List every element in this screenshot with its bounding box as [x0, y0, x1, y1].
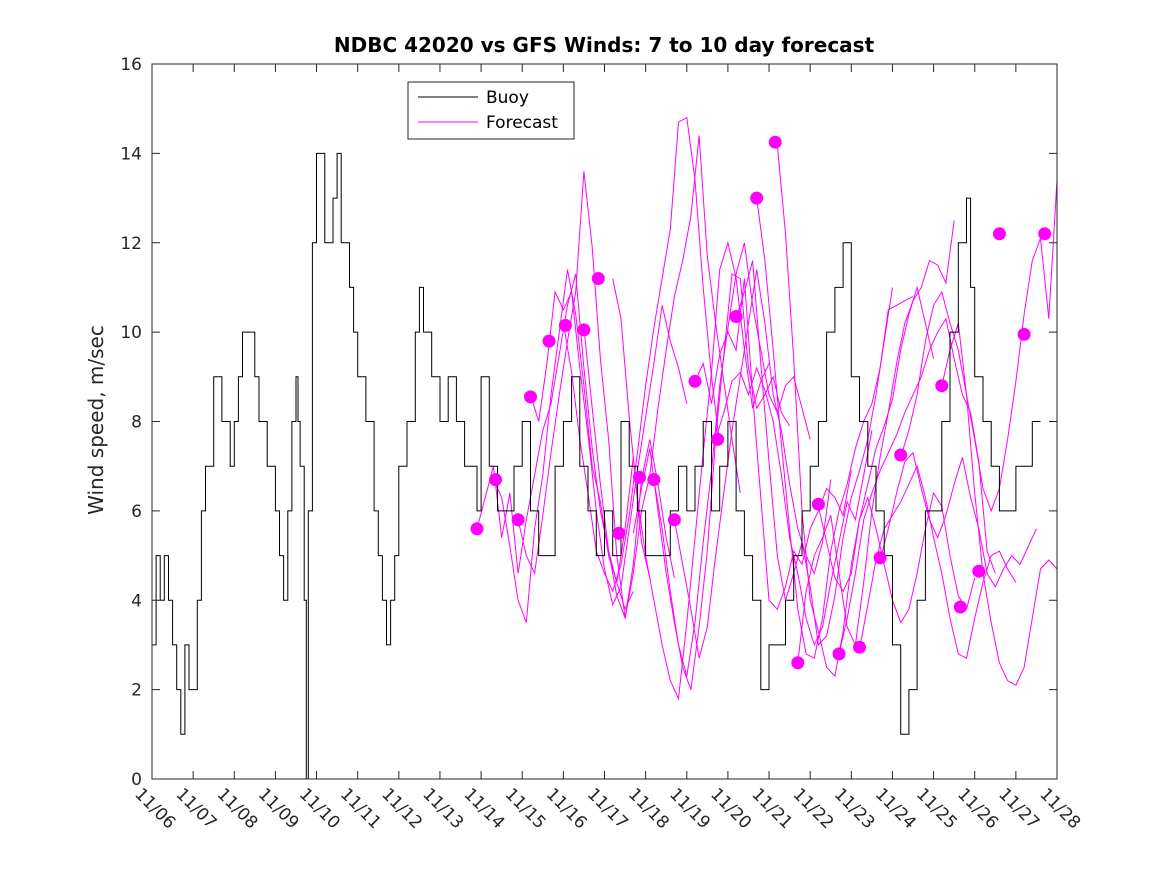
- forecast-series-11: [694, 278, 852, 611]
- forecast-series-4: [530, 290, 688, 607]
- y-tick-label: 4: [131, 591, 142, 611]
- forecast-series-15: [776, 144, 935, 678]
- forecast-point: [647, 473, 661, 487]
- y-tick-label: 8: [131, 413, 142, 433]
- y-tick-label: 12: [120, 234, 142, 254]
- forecast-point: [972, 564, 986, 578]
- y-axis-label: Wind speed, m/sec: [84, 325, 108, 515]
- forecast-point: [591, 272, 605, 285]
- y-tick-label: 2: [131, 681, 142, 701]
- y-tick-label: 10: [120, 323, 142, 343]
- forecast-point: [612, 526, 626, 540]
- chart-title: NDBC 42020 vs GFS Winds: 7 to 10 day for…: [334, 33, 875, 57]
- forecast-point: [711, 432, 725, 446]
- forecast-series-3: [517, 171, 675, 619]
- forecast-series-9: [653, 242, 811, 677]
- forecast-point: [873, 551, 887, 565]
- legend-label-buoy: Buoy: [486, 88, 529, 108]
- y-tick-label: 6: [131, 502, 142, 522]
- forecast-point: [1017, 327, 1031, 341]
- legend-label-forecast: Forecast: [486, 113, 558, 133]
- forecast-point: [667, 513, 681, 527]
- forecast-series-14: [756, 198, 914, 660]
- forecast-point: [542, 334, 556, 348]
- forecast-point: [791, 656, 805, 670]
- forecast-point: [524, 390, 537, 404]
- forecast-series-21: [900, 180, 1058, 513]
- forecast-series-7: [612, 240, 770, 701]
- forecast-point: [511, 513, 525, 527]
- forecast-point: [577, 323, 591, 337]
- forecast-series-17: [817, 491, 976, 624]
- forecast-point: [811, 497, 825, 511]
- forecast-series-20: [879, 451, 1037, 588]
- y-tick-label: 16: [120, 55, 142, 75]
- forecast-point: [558, 318, 572, 332]
- legend-box: [407, 81, 575, 140]
- forecast-point: [688, 374, 702, 388]
- forecast-point: [953, 600, 967, 614]
- y-tick-label: 0: [131, 770, 142, 790]
- forecast-series-5: [562, 116, 721, 593]
- forecast-series-22: [941, 323, 1058, 686]
- legend: Buoy Forecast: [407, 81, 575, 140]
- forecast-point: [853, 640, 866, 654]
- forecast-point: [935, 379, 949, 393]
- forecast-series-6: [583, 135, 741, 620]
- forecast-point: [1038, 227, 1052, 241]
- forecast-series-19: [859, 464, 1017, 660]
- forecast-point: [894, 448, 908, 462]
- buoy-series: [152, 152, 1041, 780]
- forecast-point: [489, 473, 502, 487]
- forecast-point: [832, 647, 846, 661]
- forecast-point: [729, 310, 743, 323]
- y-tick-label: 14: [120, 144, 142, 164]
- forecast-point: [750, 191, 764, 205]
- forecast-point: [470, 522, 484, 536]
- forecast-point: [633, 470, 646, 484]
- forecast-point: [768, 135, 782, 149]
- forecast-point: [992, 227, 1006, 241]
- plot-area: [152, 116, 1058, 780]
